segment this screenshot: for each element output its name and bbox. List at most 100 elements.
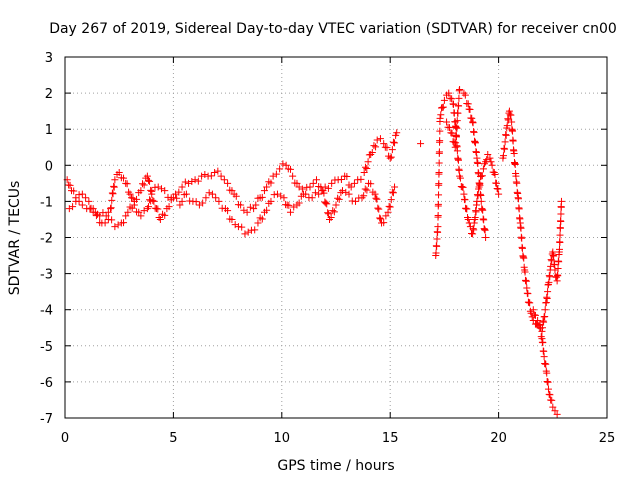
data-point [384,208,392,216]
data-point [372,194,380,202]
data-point [82,194,90,202]
data-point [380,140,388,148]
data-point [509,137,517,145]
data-point [108,196,116,204]
data-point [286,208,294,216]
data-point [501,138,509,146]
data-point [452,139,460,147]
data-point [471,213,479,221]
data-point [198,172,206,180]
data-point [391,139,399,147]
data-point [551,266,559,274]
sdtvar-track-a [63,129,401,220]
data-point [175,188,183,196]
data-point [478,172,486,180]
data-point [445,89,453,97]
data-point [387,153,395,161]
data-point [312,176,320,184]
data-point [154,183,162,191]
y-tick-label: -6 [40,376,53,391]
data-point [327,213,335,221]
data-point [335,195,343,203]
data-point [557,210,565,218]
data-point [541,313,549,321]
data-point [146,177,154,185]
data-point [101,219,109,227]
data-point [78,190,86,198]
data-point [129,194,137,202]
data-point [474,160,482,168]
data-point [502,131,510,139]
data-point [299,190,307,198]
data-point [417,140,425,148]
data-point [212,194,220,202]
data-point [137,187,145,195]
data-point [114,221,122,229]
sdtvar-track-d [443,85,490,241]
data-point [482,234,490,241]
data-point [453,124,461,132]
data-point [352,197,360,205]
data-point [367,180,375,188]
data-point [479,165,487,173]
data-point [469,230,477,238]
data-point [258,215,266,223]
data-point [545,278,553,286]
sdtvar-track-e [499,107,561,418]
data-point [110,183,118,191]
data-point [556,224,564,232]
data-point [499,152,507,160]
data-point [120,219,128,227]
data-point [503,122,511,130]
data-point [70,187,78,195]
data-point [120,174,128,182]
data-point [133,195,141,203]
data-point [511,161,519,169]
data-point [267,197,275,205]
data-point [308,194,316,202]
data-point [434,200,442,208]
data-point [527,309,535,317]
data-point [389,138,397,146]
data-point [224,207,232,215]
data-point [543,294,551,302]
data-point [463,205,471,213]
data-point [374,204,382,212]
data-point [360,169,368,177]
data-point [487,158,495,166]
data-point [376,214,384,222]
data-point [220,176,228,184]
data-point [339,187,347,195]
data-point [123,180,131,188]
data-point [272,170,280,178]
data-point [147,186,155,194]
y-tick-label: -1 [40,195,53,210]
data-point [548,396,556,404]
data-point [544,288,552,296]
data-point [243,208,251,216]
data-point [215,197,223,205]
y-tick-label: -3 [40,268,53,283]
data-point [382,212,390,220]
sdtvar-track-b [65,172,399,238]
data-point [435,180,443,188]
data-point [108,216,116,224]
data-point [357,175,365,183]
data-point [452,123,460,131]
data-point [433,242,441,250]
data-point [543,369,551,377]
data-point [540,353,548,361]
data-point [107,204,115,212]
data-point [321,198,329,206]
data-point [188,178,196,186]
data-point [538,327,546,335]
data-point [370,142,378,150]
data-point [217,172,225,180]
data-point [491,171,499,179]
data-point [371,190,379,198]
data-point [509,127,517,135]
data-point [78,201,86,209]
data-point [323,200,331,208]
data-point [111,223,119,231]
data-point [440,96,448,104]
